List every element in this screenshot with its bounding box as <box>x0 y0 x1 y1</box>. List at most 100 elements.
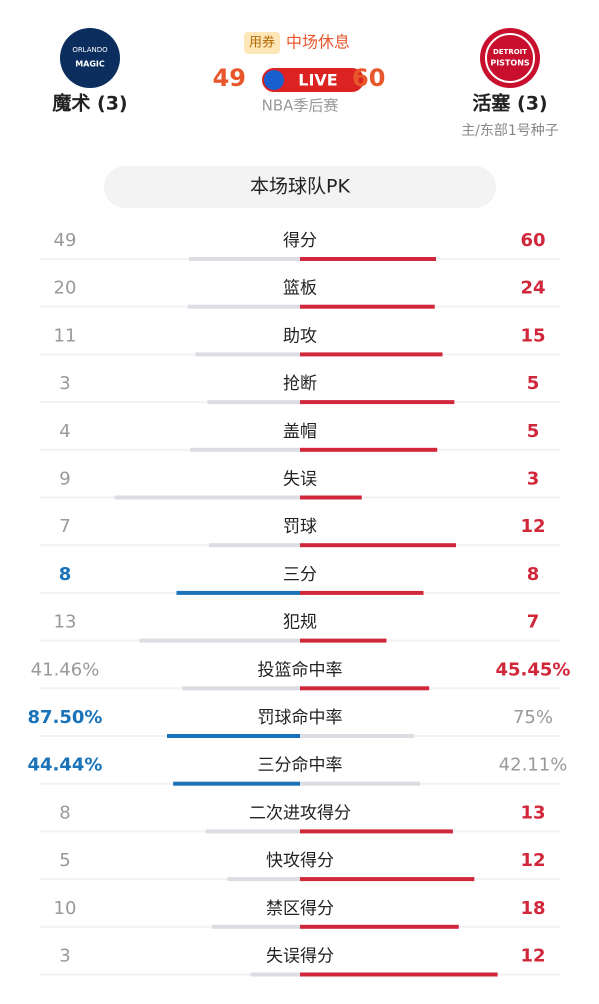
away-name: 活塞 (3) <box>472 92 547 115</box>
home-value: 9 <box>59 469 70 490</box>
away-bar <box>300 495 362 500</box>
section-pill <box>104 166 496 208</box>
home-value: 49 <box>54 230 77 251</box>
home-value: 11 <box>54 325 77 346</box>
home-bar <box>211 924 300 929</box>
away-logo-ring <box>485 33 535 83</box>
away-score: 60 <box>352 64 385 92</box>
away-bar <box>300 972 498 977</box>
home-value: 8 <box>59 802 70 823</box>
home-value: 44.44% <box>28 755 103 776</box>
away-value: 75% <box>513 707 553 728</box>
home-value: 7 <box>59 516 70 537</box>
home-bar <box>207 400 300 405</box>
away-value: 18 <box>520 898 545 919</box>
away-bar <box>300 638 387 643</box>
home-bar <box>250 972 300 977</box>
home-bar <box>173 781 300 786</box>
home-bar <box>195 352 300 357</box>
stat-label: 得分 <box>283 231 317 251</box>
home-logo-text: ORLANDO <box>72 46 108 54</box>
home-bar <box>176 590 300 595</box>
live-icon <box>264 70 284 90</box>
stat-label: 失误得分 <box>266 947 334 967</box>
away-logo <box>480 28 540 88</box>
away-value: 42.11% <box>499 755 568 776</box>
away-logo-text: DETROIT <box>493 48 527 56</box>
home-score: 49 <box>213 64 246 92</box>
live-text: LIVE <box>298 71 337 90</box>
away-bar <box>300 829 453 834</box>
away-bar <box>300 877 475 882</box>
stat-label: 二次进攻得分 <box>249 803 351 823</box>
home-bar <box>188 257 300 261</box>
away-bar <box>300 400 455 405</box>
home-bar <box>209 543 300 548</box>
away-value: 60 <box>520 230 545 251</box>
away-value: 5 <box>527 421 540 442</box>
away-bar <box>300 447 438 452</box>
section-title: 本场球队PK <box>250 176 350 198</box>
stat-label: 罚球命中率 <box>258 708 343 728</box>
stat-label: 三分 <box>283 565 317 585</box>
home-bar <box>190 447 300 452</box>
stat-label: 失误 <box>283 470 317 490</box>
away-value: 13 <box>520 802 545 823</box>
home-value: 41.46% <box>31 659 100 680</box>
away-value: 7 <box>527 612 540 633</box>
away-bar <box>300 781 421 786</box>
away-value: 8 <box>527 564 540 585</box>
coupon[interactable]: 用券 <box>249 35 275 51</box>
away-value: 5 <box>527 373 540 394</box>
stat-label: 罚球 <box>283 517 317 537</box>
away-bar <box>300 590 424 595</box>
home-bar <box>182 686 300 691</box>
stat-label: 助攻 <box>283 326 317 346</box>
stat-label: 犯规 <box>283 613 317 633</box>
away-value: 3 <box>527 469 540 490</box>
home-bar <box>227 877 300 882</box>
stat-label: 盖帽 <box>283 422 317 442</box>
away-bar <box>300 734 414 738</box>
home-value: 87.50% <box>28 707 103 728</box>
away-logo-text: PISTONS <box>490 59 530 68</box>
home-value: 10 <box>54 898 77 919</box>
home-value: 5 <box>59 850 70 871</box>
home-value: 20 <box>54 278 77 299</box>
stat-label: 快攻得分 <box>266 851 334 871</box>
stats: 49 得分 60 20 篮板 24 11 助攻 15 3 抢断 5 4 盖帽 5 9 失误 3 7 罚球 12 8 三分 8 1… <box>28 230 571 977</box>
home-bar <box>187 304 300 309</box>
home-bar <box>114 495 300 500</box>
home-logo <box>60 28 120 88</box>
away-value: 24 <box>520 278 545 299</box>
away-bar <box>300 304 435 309</box>
stat-label: 抢断 <box>283 374 317 394</box>
home-logo-text: MAGIC <box>75 60 105 69</box>
home-bar <box>205 829 300 834</box>
home-bar <box>167 734 300 738</box>
live-badge[interactable] <box>262 68 364 92</box>
away-bar <box>300 924 459 929</box>
home-value: 4 <box>59 421 70 442</box>
away-value: 12 <box>520 946 545 967</box>
away-bar <box>300 352 443 357</box>
stat-label: 禁区得分 <box>266 899 334 919</box>
home-value: 3 <box>59 946 70 967</box>
away-value: 12 <box>520 850 545 871</box>
home-value: 13 <box>54 612 77 633</box>
home-value: 8 <box>59 564 72 585</box>
coupon-badge[interactable] <box>244 32 280 54</box>
stat-label: 篮板 <box>283 279 317 299</box>
away-value: 45.45% <box>496 659 571 680</box>
stat-label: 投篮命中率 <box>258 660 343 680</box>
away-value: 15 <box>520 325 545 346</box>
home-bar <box>139 638 300 643</box>
away-value: 12 <box>520 516 545 537</box>
game-status: 中场休息 <box>286 33 350 52</box>
home-value: 3 <box>59 373 70 394</box>
away-seed: 主/东部1号种子 <box>461 123 559 139</box>
away-bar <box>300 686 430 691</box>
league: NBA季后赛 <box>262 97 339 115</box>
